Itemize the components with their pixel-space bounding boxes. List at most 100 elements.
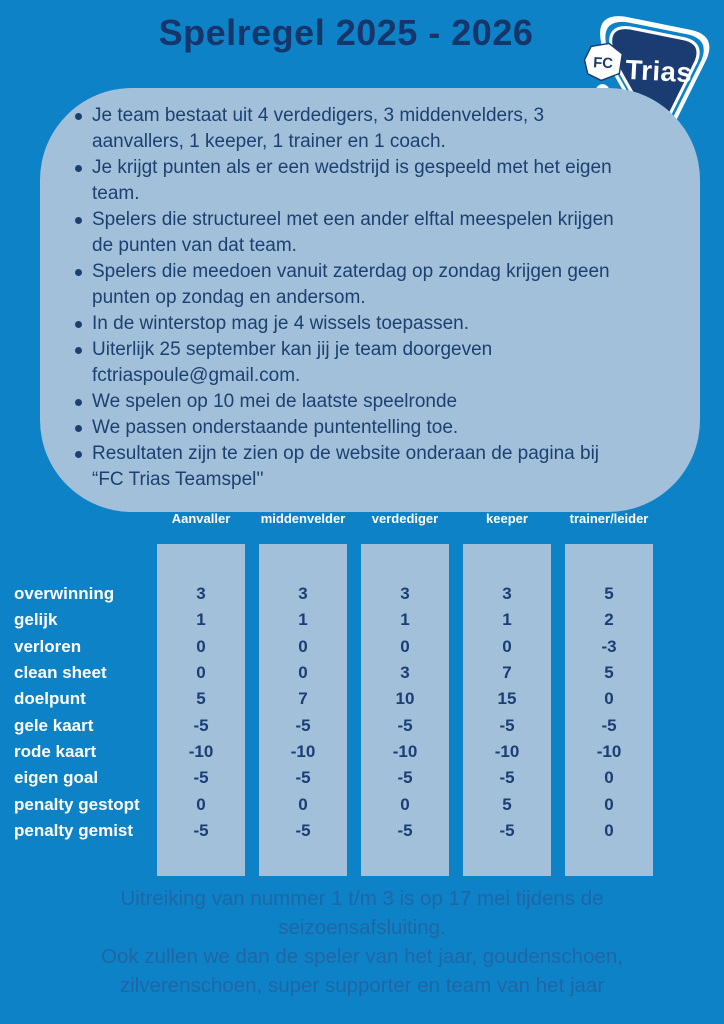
page-title: Spelregel 2025 - 2026 — [158, 12, 534, 53]
score-cell: 5 — [196, 689, 206, 709]
footer-note: Uitreiking van nummer 1 t/m 3 is op 17 m… — [0, 884, 724, 1000]
score-cell: -10 — [392, 741, 418, 761]
table-row: verloren 0 0 0 0 -3 — [0, 634, 724, 660]
column-header-middenvelder: middenvelder — [260, 511, 346, 526]
table-column-bg — [361, 544, 449, 876]
score-cell: -5 — [397, 715, 413, 735]
score-cell: -5 — [499, 820, 515, 840]
table-row: clean sheet 0 0 3 7 5 — [0, 660, 724, 686]
score-cell: 7 — [298, 689, 308, 709]
score-cell: -5 — [499, 715, 515, 735]
footer-line: Ook zullen we dan de speler van het jaar… — [101, 945, 623, 968]
row-label: penalty gestopt — [14, 794, 140, 814]
score-cell: 0 — [502, 636, 512, 656]
score-cell: 0 — [196, 636, 206, 656]
row-label: overwinning — [14, 584, 115, 604]
table-row: eigen goal -5 -5 -5 -5 0 — [0, 765, 724, 791]
score-cell: 5 — [604, 584, 614, 604]
score-cell: 1 — [298, 610, 308, 630]
row-label: gelijk — [14, 610, 58, 630]
table-column-bg — [565, 544, 653, 876]
score-cell: 3 — [196, 584, 206, 604]
column-header-aanvaller: Aanvaller — [171, 511, 231, 526]
score-cell: 5 — [502, 794, 512, 814]
score-cell: -5 — [193, 768, 209, 788]
score-cell: 3 — [298, 584, 308, 604]
table-row: gele kaart -5 -5 -5 -5 -5 — [0, 712, 724, 738]
score-cell: -5 — [295, 768, 311, 788]
score-cell: 0 — [196, 794, 206, 814]
score-cell: -5 — [295, 820, 311, 840]
score-cell: -5 — [397, 768, 413, 788]
table-column-bg — [463, 544, 551, 876]
score-cell: 1 — [502, 610, 512, 630]
score-cell: 1 — [400, 610, 410, 630]
score-cell: -3 — [601, 636, 617, 656]
rule-item: We passen onderstaande puntentelling toe… — [75, 415, 614, 441]
score-table: overwinning 3 3 3 3 5 gelijk 1 1 1 1 2 v… — [0, 581, 724, 844]
table-row: doelpunt 5 7 10 15 0 — [0, 686, 724, 712]
score-cell: -5 — [193, 820, 209, 840]
score-cell: 3 — [400, 584, 410, 604]
score-cell: 3 — [502, 584, 512, 604]
score-cell: 0 — [400, 636, 410, 656]
logo-abbr-text: FC — [593, 55, 614, 72]
column-header-keeper: keeper — [486, 511, 528, 526]
footer-line: Uitreiking van nummer 1 t/m 3 is op 17 m… — [120, 887, 604, 910]
rule-item: In de winterstop mag je 4 wissels toepas… — [75, 311, 614, 337]
footer-line: zilverenschoen, super supporter en team … — [119, 974, 605, 997]
table-column-bg — [157, 544, 245, 876]
score-cell: -5 — [295, 715, 311, 735]
row-label: doelpunt — [14, 689, 86, 709]
score-cell: -10 — [188, 741, 214, 761]
table-column-bg — [259, 544, 347, 876]
fc-trias-logo-shield: FC Trias 2002 — [583, 16, 710, 141]
rule-item: Je krijgt punten als er een wedstrijd is… — [75, 155, 614, 207]
table-row: rode kaart -10 -10 -10 -10 -10 — [0, 739, 724, 765]
fc-trias-logo: FC Trias 2002 — [574, 0, 719, 145]
score-cell: -10 — [290, 741, 316, 761]
rule-item: Spelers die structureel met een ander el… — [75, 207, 614, 259]
score-cell: 0 — [400, 794, 410, 814]
score-cell: 0 — [604, 820, 614, 840]
table-row: gelijk 1 1 1 1 2 — [0, 607, 724, 633]
logo-name-text: Trias — [625, 54, 693, 88]
row-label: rode kaart — [14, 741, 97, 761]
score-cell: 0 — [604, 768, 614, 788]
score-cell: 10 — [395, 689, 415, 709]
table-row: penalty gemist -5 -5 -5 -5 0 — [0, 818, 724, 844]
score-cell: 0 — [604, 794, 614, 814]
column-header-trainer-leider: trainer/leider — [569, 511, 649, 526]
score-cell: 0 — [196, 663, 206, 683]
score-cell: 5 — [604, 663, 614, 683]
fc-badge — [583, 42, 624, 82]
score-cell: 0 — [604, 689, 614, 709]
footer-line: seizoensafsluiting. — [278, 916, 446, 939]
rule-item: Uiterlijk 25 september kan jij je team d… — [75, 337, 614, 389]
score-cell: 7 — [502, 663, 512, 683]
rules-panel: Je team bestaat uit 4 verdedigers, 3 mid… — [40, 88, 700, 512]
rule-item: Spelers die meedoen vanuit zaterdag op z… — [75, 259, 614, 311]
table-row: overwinning 3 3 3 3 5 — [0, 581, 724, 607]
score-cell: 0 — [298, 794, 308, 814]
row-label: eigen goal — [14, 768, 99, 788]
table-row: penalty gestopt 0 0 0 5 0 — [0, 791, 724, 817]
score-cell: 1 — [196, 610, 206, 630]
column-header-verdediger: verdediger — [371, 511, 439, 526]
score-cell: 15 — [497, 689, 517, 709]
row-label: gele kaart — [14, 715, 94, 735]
rule-item: We spelen op 10 mei de laatste speelrond… — [75, 389, 614, 415]
score-cell: 0 — [298, 636, 308, 656]
score-cell: 3 — [400, 663, 410, 683]
rules-list: Je team bestaat uit 4 verdedigers, 3 mid… — [75, 103, 614, 493]
row-label: clean sheet — [14, 663, 107, 683]
score-cell: -5 — [397, 820, 413, 840]
row-label: verloren — [14, 636, 82, 656]
score-cell: 2 — [604, 610, 614, 630]
rule-item: Resultaten zijn te zien op de website on… — [75, 441, 614, 493]
row-label: penalty gemist — [14, 820, 134, 840]
score-cell: 0 — [298, 663, 308, 683]
score-cell: -10 — [494, 741, 520, 761]
score-cell: -10 — [596, 741, 622, 761]
